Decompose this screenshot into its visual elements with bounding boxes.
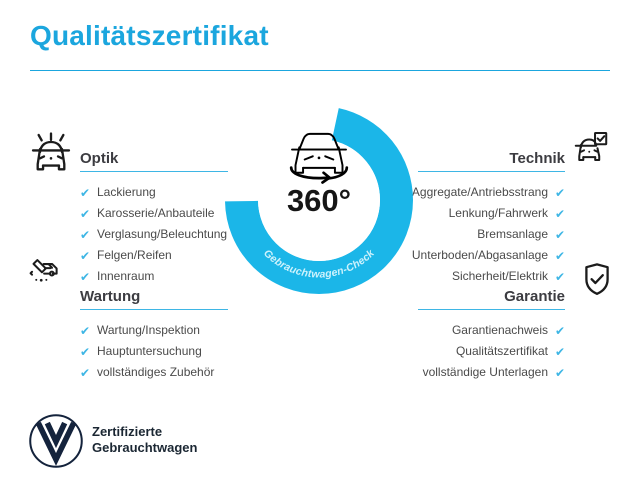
svg-text:360°: 360° xyxy=(287,183,351,218)
